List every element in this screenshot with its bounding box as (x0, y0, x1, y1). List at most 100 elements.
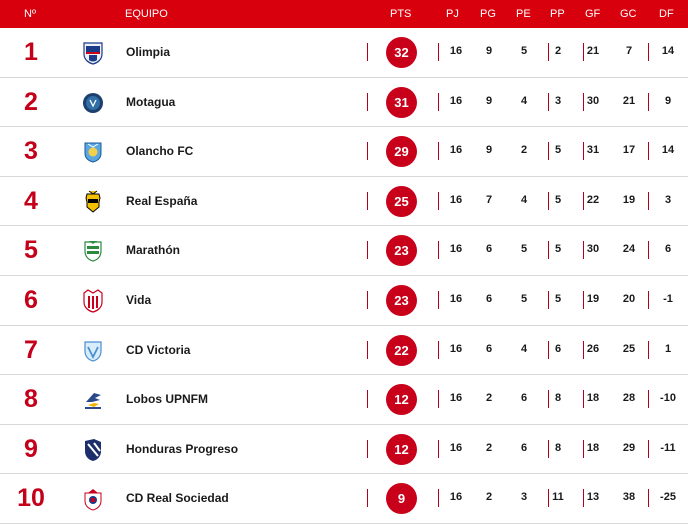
table-row[interactable]: 5 Marathón 23 16 6 5 5 30 24 6 (0, 226, 688, 276)
table-row[interactable]: 4 Real España 25 16 7 4 5 22 19 3 (0, 176, 688, 227)
team-name[interactable]: Honduras Progreso (126, 441, 239, 456)
pe-value: 5 (520, 292, 528, 305)
team-name[interactable]: Marathón (126, 243, 180, 258)
pe-value: 2 (520, 144, 528, 157)
table-row[interactable]: 2 Motagua 31 16 9 4 3 30 21 9 (0, 77, 688, 128)
column-divider (438, 290, 439, 309)
df-value: -10 (660, 392, 676, 405)
column-divider (583, 290, 584, 309)
column-divider (367, 340, 368, 359)
pe-value: 3 (520, 491, 528, 504)
column-divider (548, 439, 549, 458)
table-row[interactable]: 1 Olimpia 32 16 9 5 2 21 7 14 (0, 28, 688, 78)
points-badge: 23 (386, 284, 417, 316)
rank-number: 8 (24, 385, 38, 414)
team-name[interactable]: CD Victoria (126, 342, 191, 357)
rank-number: 5 (24, 236, 38, 265)
pp-value: 8 (554, 392, 562, 405)
table-row[interactable]: 6 Vida 23 16 6 5 5 19 20 -1 (0, 275, 688, 326)
df-value: 14 (661, 45, 675, 57)
team-name[interactable]: Real España (126, 193, 198, 208)
pe-value: 5 (520, 243, 528, 256)
column-divider (548, 390, 549, 409)
column-divider (438, 241, 439, 260)
rank-number: 1 (24, 38, 38, 66)
table-header: Nº EQUIPO PTS PJ PG PE PP GF GC DF (0, 0, 688, 28)
team-name[interactable]: CD Real Sociedad (126, 491, 229, 506)
pj-value: 16 (449, 144, 463, 157)
pp-value: 11 (552, 491, 564, 504)
gc-value: 19 (622, 193, 636, 206)
table-row[interactable]: 8 Lobos UPNFM 12 16 2 6 8 18 28 -10 (0, 375, 688, 425)
olancho-crest-icon (82, 140, 104, 164)
column-divider (583, 92, 584, 111)
team-name[interactable]: Vida (126, 292, 152, 307)
team-name[interactable]: Olimpia (126, 45, 171, 59)
honduras-progreso-crest-icon (82, 438, 104, 462)
pj-value: 16 (449, 392, 463, 405)
table-row[interactable]: 10 CD Real Sociedad 9 16 2 3 11 13 38 -25 (0, 474, 688, 524)
column-divider (648, 290, 649, 309)
column-divider (548, 191, 549, 210)
column-divider (548, 290, 549, 309)
df-value: -11 (660, 441, 676, 454)
pp-value: 8 (554, 441, 562, 454)
points-badge: 12 (386, 384, 417, 416)
points-badge: 32 (386, 37, 417, 68)
points-badge: 23 (386, 235, 417, 267)
team-name[interactable]: Olancho FC (126, 144, 194, 159)
column-divider (367, 191, 368, 210)
real-sociedad-crest-icon (82, 487, 104, 511)
lobos-crest-icon (82, 388, 104, 412)
pe-value: 4 (520, 193, 528, 206)
column-divider (548, 43, 549, 61)
column-divider (583, 489, 584, 508)
table-row[interactable]: 3 Olancho FC 29 16 9 2 5 31 17 14 (0, 127, 688, 177)
df-value: -1 (663, 292, 673, 305)
column-divider (583, 390, 584, 409)
points-badge: 12 (386, 433, 417, 465)
gc-value: 38 (622, 491, 636, 504)
df-value: 1 (664, 342, 672, 355)
column-divider (438, 390, 439, 409)
column-divider (367, 439, 368, 458)
vida-crest-icon (82, 289, 104, 313)
pp-value: 5 (554, 193, 562, 206)
points-badge: 9 (386, 483, 417, 515)
rank-number: 6 (24, 285, 38, 314)
pj-column-header: PJ (446, 8, 459, 20)
table-body: 1 Olimpia 32 16 9 5 2 21 7 14 2 Motagua 31 16 9 4 3 30 21 9… (0, 28, 688, 524)
column-divider (648, 241, 649, 260)
pg-value: 6 (485, 243, 493, 256)
column-divider (367, 241, 368, 260)
gc-value: 25 (622, 342, 636, 355)
gf-value: 22 (586, 193, 600, 206)
pj-value: 16 (449, 94, 463, 107)
pg-column-header: PG (480, 8, 496, 20)
gf-value: 21 (586, 45, 600, 57)
column-divider (648, 92, 649, 111)
column-divider (648, 439, 649, 458)
table-row[interactable]: 9 Honduras Progreso 12 16 2 6 8 18 29 -11 (0, 424, 688, 475)
gf-value: 30 (586, 94, 600, 107)
gf-column-header: GF (585, 8, 601, 20)
gc-value: 21 (622, 94, 636, 107)
gf-value: 19 (586, 292, 600, 305)
team-name[interactable]: Motagua (126, 94, 176, 109)
pg-value: 9 (485, 94, 493, 107)
team-name[interactable]: Lobos UPNFM (126, 392, 208, 407)
pj-value: 16 (449, 441, 463, 454)
gc-value: 7 (625, 45, 633, 57)
df-value: 3 (664, 193, 672, 206)
column-divider (583, 241, 584, 260)
table-row[interactable]: 7 CD Victoria 22 16 6 4 6 26 25 1 (0, 325, 688, 376)
gf-value: 26 (586, 342, 600, 355)
df-value: 9 (664, 94, 672, 107)
column-divider (648, 489, 649, 508)
rank-number: 2 (24, 87, 38, 116)
column-divider (548, 340, 549, 359)
pp-value: 5 (554, 144, 562, 157)
pe-value: 6 (520, 441, 528, 454)
pp-value: 2 (554, 45, 562, 57)
